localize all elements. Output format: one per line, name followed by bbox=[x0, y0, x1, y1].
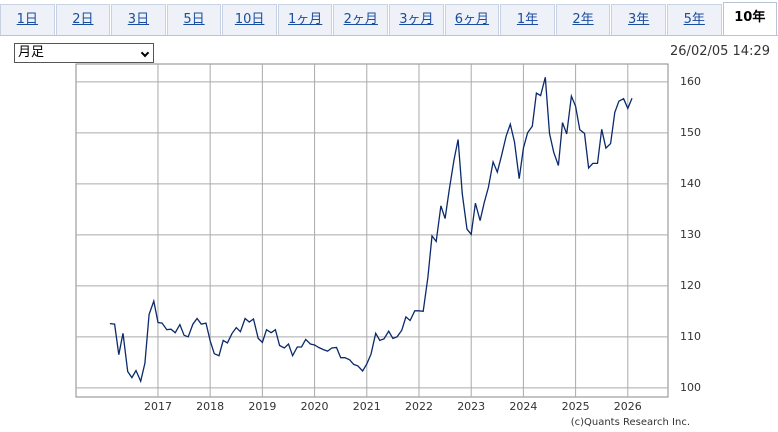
y-tick-label: 150 bbox=[680, 126, 701, 139]
x-tick-label: 2022 bbox=[405, 400, 433, 413]
x-tick-label: 2024 bbox=[509, 400, 537, 413]
x-tick-label: 2025 bbox=[562, 400, 590, 413]
tab[interactable]: 2ヶ月 bbox=[333, 4, 389, 35]
tab[interactable]: 10日 bbox=[222, 4, 277, 35]
tab[interactable]: 6ヶ月 bbox=[444, 4, 500, 35]
y-tick-label: 120 bbox=[680, 279, 701, 292]
x-tick-label: 2020 bbox=[301, 400, 329, 413]
tab[interactable]: 3日 bbox=[111, 4, 166, 35]
y-tick-label: 140 bbox=[680, 177, 701, 190]
tab[interactable]: 3ヶ月 bbox=[389, 4, 444, 35]
tab[interactable]: 3年 bbox=[611, 4, 666, 35]
x-tick-label: 2026 bbox=[614, 400, 642, 413]
tab[interactable]: 10年 bbox=[722, 2, 778, 35]
x-tick-label: 2021 bbox=[353, 400, 381, 413]
tab[interactable]: 2年 bbox=[555, 4, 611, 35]
x-tick-label: 2019 bbox=[248, 400, 276, 413]
y-tick-label: 160 bbox=[680, 75, 701, 88]
y-tick-label: 100 bbox=[680, 381, 701, 394]
price-line bbox=[109, 77, 633, 384]
tab[interactable]: 2日 bbox=[55, 4, 111, 35]
plot-area bbox=[75, 63, 669, 398]
x-tick-label: 2017 bbox=[144, 400, 172, 413]
x-tick-label: 2018 bbox=[196, 400, 224, 413]
tab-bar: 1日 2日 3日 5日 10日 1ヶ月 2ヶ月 3ヶ月 6ヶ月 1年 2年 3年 5年 10年 bbox=[0, 0, 778, 36]
y-tick-label: 130 bbox=[680, 228, 701, 241]
y-tick-label: 110 bbox=[680, 330, 701, 343]
period-select[interactable]: 月足 bbox=[14, 43, 154, 63]
tab[interactable]: 5年 bbox=[666, 4, 722, 35]
tab[interactable]: 1日 bbox=[0, 4, 55, 35]
tab[interactable]: 5日 bbox=[166, 4, 222, 35]
timestamp: 26/02/05 14:29 bbox=[670, 44, 770, 59]
tab[interactable]: 1年 bbox=[500, 4, 555, 35]
tab[interactable]: 1ヶ月 bbox=[277, 4, 333, 35]
credit: (c)Quants Research Inc. bbox=[571, 417, 690, 428]
x-tick-label: 2023 bbox=[457, 400, 485, 413]
